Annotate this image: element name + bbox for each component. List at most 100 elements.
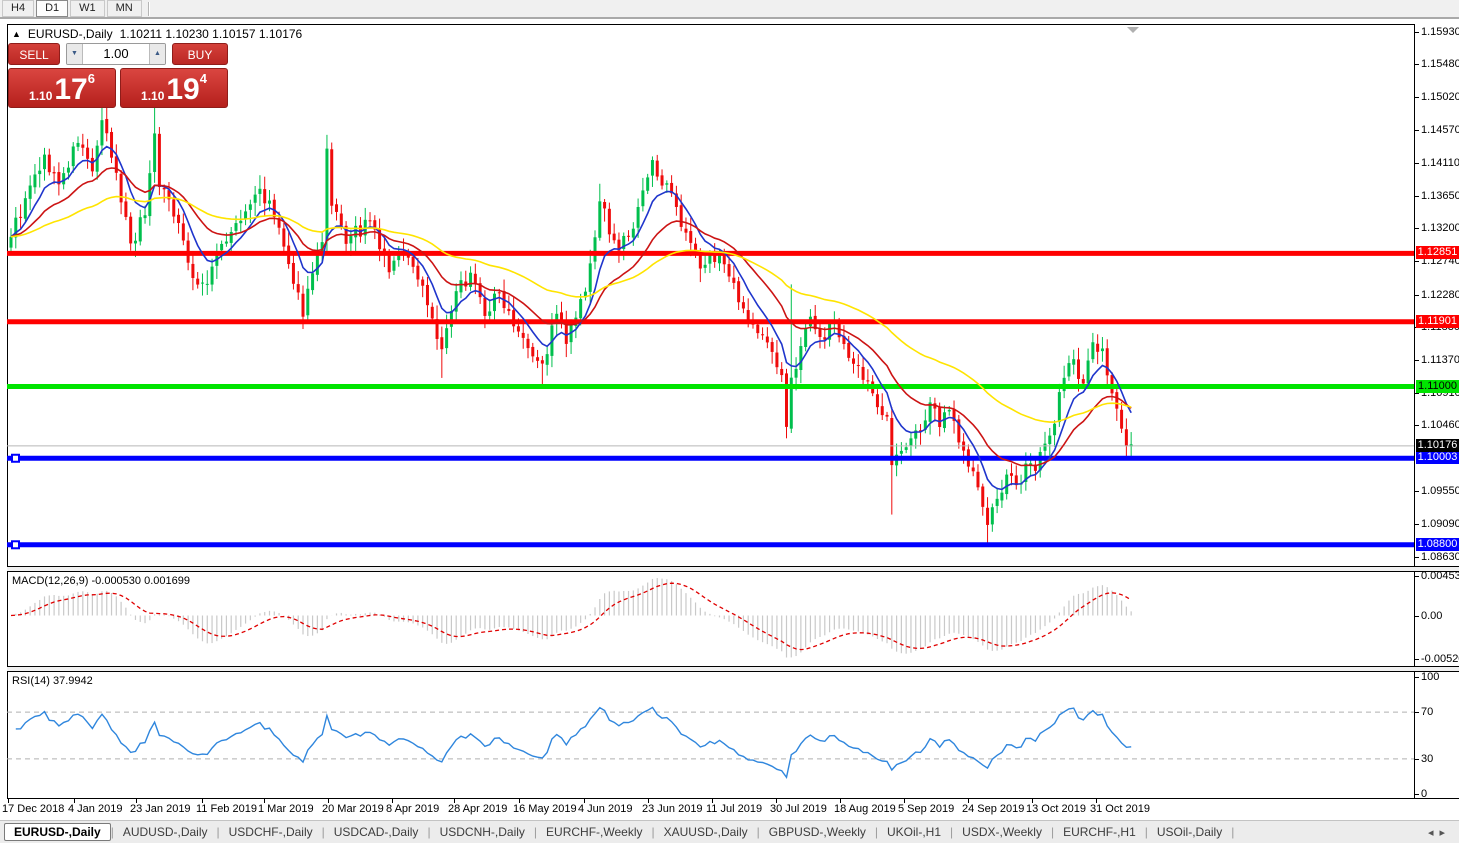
toolbar-separator [147, 1, 150, 16]
price-tick-mark [1414, 195, 1419, 197]
macd-tick-label: 0.004536 [1421, 570, 1459, 582]
price-tick-mark [1414, 294, 1419, 296]
line-price-label: 1.12851 [1416, 246, 1459, 260]
symbol-tab[interactable]: EURUSD-,Daily [4, 823, 111, 841]
price-tick-mark [1414, 523, 1419, 525]
bid-prefix: 1.10 [29, 89, 53, 103]
symbol-tab[interactable]: USOil-,Daily [1156, 825, 1223, 839]
tab-divider: | [427, 825, 431, 839]
price-tick-label: 1.15930 [1421, 26, 1459, 38]
arrow-down-icon: ▼ [71, 50, 78, 57]
rsi-tick-mark [1414, 712, 1419, 714]
date-tick-mark [202, 799, 203, 803]
price-tick-label: 1.09550 [1421, 484, 1459, 497]
ask-price[interactable]: 1.10 19 4 [120, 68, 228, 108]
current-price-label: 1.10176 [1416, 438, 1459, 452]
timeframe-toolbar: H4 D1 W1 MN [0, 0, 1459, 19]
price-tick-mark [1414, 228, 1419, 230]
price-tick-mark [1414, 64, 1419, 66]
symbol-tab[interactable]: AUDUSD-,Daily [122, 825, 208, 839]
symbol-tab[interactable]: USDCNH-,Daily [439, 825, 525, 839]
timeframe-button-h4[interactable]: H4 [2, 0, 35, 17]
chart-bottom-border [7, 798, 1459, 799]
price-tick-label: 1.11370 [1421, 353, 1459, 366]
tab-divider: | [756, 825, 760, 839]
date-label: 16 May 2019 [513, 803, 577, 815]
ask-big-digits: 19 [166, 73, 200, 106]
price-tick-label: 1.14110 [1421, 156, 1459, 169]
date-tick-mark [648, 799, 649, 803]
symbol-tab[interactable]: USDCAD-,Daily [333, 825, 419, 839]
trade-panel: SELL ▼ 1.00 ▲ BUY 1.10 17 6 1.10 19 4 [8, 43, 228, 108]
bid-big-digits: 17 [54, 73, 88, 106]
symbol-tab[interactable]: GBPUSD-,Weekly [768, 825, 866, 839]
ma-21 [10, 167, 1132, 467]
tab-divider: | [1231, 825, 1235, 839]
timeframe-button-mn[interactable]: MN [106, 0, 142, 17]
timeframe-button-d1[interactable]: D1 [36, 0, 69, 17]
price-tick-label: 1.13200 [1421, 222, 1459, 235]
line-handle[interactable] [11, 540, 20, 550]
tab-divider: | [651, 825, 655, 839]
chart-title-row: ▲ EURUSD-,Daily 1.10211 1.10230 1.10157 … [12, 27, 302, 41]
macd-tick-mark [1414, 659, 1419, 660]
chart-ohlc-values: 1.10211 1.10230 1.10157 1.10176 [119, 27, 303, 41]
timeframe-button-w1[interactable]: W1 [70, 0, 105, 17]
price-tick-mark [1414, 162, 1419, 164]
tab-divider: | [950, 825, 954, 839]
price-tick-label: 1.10460 [1421, 419, 1459, 432]
pane-splitter-macd[interactable] [7, 566, 1459, 572]
price-tick-mark [1414, 359, 1419, 361]
date-label: 23 Jun 2019 [642, 803, 703, 815]
price-tick-mark [1414, 97, 1419, 99]
date-label: 11 Jul 2019 [706, 803, 763, 815]
symbol-tab[interactable]: USDCHF-,Daily [228, 825, 313, 839]
macd-tick-mark [1414, 615, 1419, 617]
tab-divider: | [1144, 825, 1148, 839]
symbol-tab[interactable]: USDX-,Weekly [962, 825, 1042, 839]
date-tick-mark [136, 799, 137, 803]
bid-price[interactable]: 1.10 17 6 [8, 68, 116, 108]
chart-shift-icon[interactable] [1127, 27, 1139, 33]
volume-input[interactable]: 1.00 [103, 46, 129, 61]
volume-stepper: ▼ 1.00 ▲ [66, 43, 166, 65]
rsi-tick-label: 100 [1421, 671, 1440, 683]
symbol-tabbar: EURUSD-,Daily | AUDUSD-,Daily | USDCHF-,Dail… [0, 820, 1459, 843]
line-handle[interactable] [11, 453, 20, 463]
symbol-tab[interactable]: EURCHF-,H1 [1063, 825, 1136, 839]
sell-button[interactable]: SELL [8, 43, 60, 65]
bid-pipette: 6 [87, 71, 95, 86]
date-tick-mark [840, 799, 841, 803]
ask-prefix: 1.10 [141, 89, 165, 103]
macd-tick-label: 0.00 [1421, 609, 1443, 622]
pane-splitter-rsi[interactable] [7, 666, 1459, 672]
scroll-left-icon[interactable]: ◂ [1427, 826, 1440, 839]
candlestick-chart[interactable] [7, 25, 1414, 566]
date-label: 20 Mar 2019 [322, 803, 384, 815]
ma-55 [10, 195, 1132, 423]
scroll-right-icon[interactable]: ▸ [1439, 826, 1451, 839]
collapse-chart-icon[interactable]: ▲ [12, 29, 21, 39]
price-axis-line[interactable] [1414, 24, 1415, 798]
rsi-label: RSI(14) 37.9942 [12, 675, 93, 687]
macd-chart[interactable] [7, 571, 1414, 666]
price-tick-label: 1.15480 [1421, 58, 1459, 71]
symbol-tab[interactable]: XAUUSD-,Daily [663, 825, 748, 839]
line-price-label: 1.10003 [1416, 451, 1459, 465]
tab-scroll-arrows[interactable]: ◂▸ [1428, 826, 1451, 839]
symbol-tab[interactable]: EURCHF-,Weekly [546, 825, 643, 839]
price-tick-mark [1414, 261, 1419, 263]
buy-button[interactable]: BUY [172, 43, 228, 65]
symbol-tab[interactable]: UKOil-,H1 [887, 825, 942, 839]
volume-increase-button[interactable]: ▲ [149, 44, 165, 64]
price-tick-mark [1414, 490, 1419, 492]
rsi-tick-mark [1414, 794, 1419, 795]
date-tick-mark [712, 799, 713, 803]
rsi-chart[interactable] [7, 671, 1414, 798]
volume-decrease-button[interactable]: ▼ [67, 44, 83, 64]
price-tick-mark [1414, 557, 1419, 558]
tab-divider: | [216, 825, 220, 839]
chart-top-border [7, 24, 1414, 25]
date-tick-mark [904, 799, 905, 803]
rsi-tick-label: 30 [1421, 752, 1434, 765]
